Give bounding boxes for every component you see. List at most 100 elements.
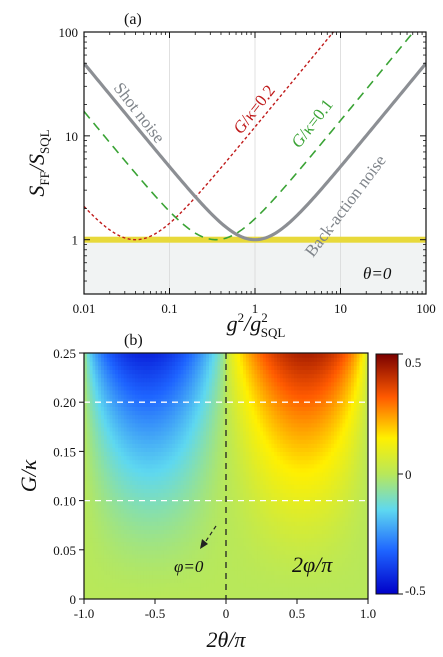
heatmap-cell [350,594,355,599]
heatmap-cell [132,521,136,526]
heatmap-cell [333,414,338,420]
heatmap-cell [155,459,159,465]
heatmap-cell [348,484,352,489]
heatmap-cell [228,545,233,551]
heatmap-cell [84,484,88,489]
heatmap-cell [180,517,184,522]
heatmap-cell [265,480,270,485]
heatmap-cell [274,508,278,514]
heatmap-cell [274,553,278,559]
heatmap-cell [257,525,261,530]
heatmap-cell [220,558,224,563]
heatmap-cell [302,451,307,457]
heatmap-cell [305,504,309,510]
heatmap-cell [129,578,133,584]
heatmap-cell [251,562,255,567]
heatmap-cell [89,488,94,493]
heatmap-cell [118,430,122,436]
heatmap-cell [169,410,173,416]
heatmap-cell [135,410,139,416]
heatmap-cell [271,410,275,416]
heatmap-cell [152,439,156,444]
heatmap-cell [174,451,179,457]
heatmap-cell [189,578,193,584]
heatmap-cell [353,553,358,559]
heatmap-cell [115,451,119,457]
heatmap-cell [155,476,159,481]
heatmap-cell [118,488,122,493]
heatmap-cell [126,525,131,530]
heatmap-cell [200,422,204,428]
heatmap-cell [157,467,162,473]
heatmap-cell [348,500,352,506]
heatmap-cell [333,443,338,448]
heatmap-cell [101,504,105,510]
heatmap-cell [197,533,202,539]
heatmap-cell [140,590,145,596]
heatmap-cell [126,484,131,489]
heatmap-cell [112,590,116,596]
heatmap-cell [183,562,187,567]
heatmap-cell [271,451,275,457]
heatmap-cell [226,508,230,514]
heatmap-cell [214,484,219,489]
heatmap-cell [211,471,216,477]
heatmap-cell [89,525,94,530]
heatmap-cell [129,508,133,514]
heatmap-cell [143,402,148,407]
heatmap-cell [177,430,182,436]
heatmap-cell [325,553,329,559]
heatmap-cell [186,492,190,498]
heatmap-cell [328,402,332,407]
heatmap-cell [106,398,111,403]
heatmap-cell [248,463,253,469]
heatmap-cell [322,439,326,444]
heatmap-cell [248,471,253,477]
heatmap-cell [226,406,230,411]
heatmap-cell [257,455,261,461]
heatmap-cell [336,574,341,580]
heatmap-cell [126,582,131,588]
heatmap-cell [98,476,102,481]
heatmap-cell [132,406,136,411]
heatmap-cell [314,471,318,477]
heatmap-cell [183,398,187,403]
heatmap-cell [183,566,187,571]
heatmap-cell [186,430,190,436]
heatmap-cell [126,570,131,575]
heatmap-cell [240,430,244,436]
heatmap-cell [336,553,341,559]
heatmap-cell [163,496,167,502]
heatmap-cell [191,525,196,530]
heatmap-cell [109,504,113,510]
heatmap-cell [101,586,105,592]
heatmap-cell [288,500,292,506]
heatmap-cell [271,594,275,599]
heatmap-cell [345,553,349,559]
heatmap-cell [336,582,341,588]
heatmap-cell [348,537,352,543]
heatmap-cell [155,582,159,588]
heatmap-cell [160,504,165,510]
heatmap-cell [257,488,261,493]
heatmap-cell [206,463,210,469]
heatmap-cell [211,508,216,514]
heatmap-cell [339,451,344,457]
heatmap-cell [274,459,278,465]
heatmap-cell [268,426,273,432]
heatmap-cell [149,525,153,530]
heatmap-cell [245,402,250,407]
heatmap-cell [157,500,162,506]
heatmap-cell [214,582,219,588]
heatmap-cell [95,410,99,416]
heatmap-cell [112,439,116,444]
heatmap-cell [174,549,179,555]
heatmap-cell [109,545,113,551]
heatmap-cell [118,459,122,465]
heatmap-cell [299,582,304,588]
heatmap-cell [223,467,227,473]
heatmap-cell [245,508,250,514]
heatmap-cell [197,455,202,461]
heatmap-cell [95,566,99,571]
heatmap-cell [140,549,145,555]
